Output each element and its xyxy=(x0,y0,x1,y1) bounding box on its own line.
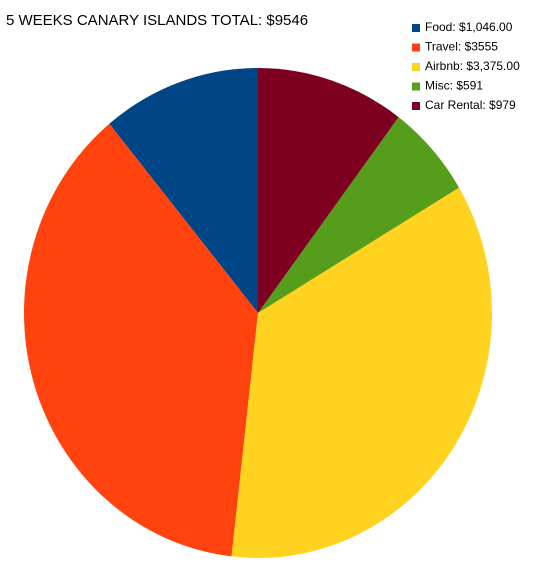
legend-swatch xyxy=(412,43,420,52)
pie-slice xyxy=(258,68,399,313)
legend-swatch xyxy=(412,82,420,91)
legend-label: Airbnb: $3,375.00 xyxy=(425,59,520,73)
legend-label: Car Rental: $979 xyxy=(425,98,516,112)
pie-slice xyxy=(24,123,259,557)
legend-swatch xyxy=(412,102,420,110)
legend-swatch xyxy=(412,24,420,32)
pie-slice xyxy=(231,187,492,559)
legend-label: Food: $1,046.00 xyxy=(425,20,513,34)
chart-title: 5 WEEKS CANARY ISLANDS TOTAL: $9546 xyxy=(6,12,308,29)
pie-slice xyxy=(109,68,258,313)
pie-slice xyxy=(258,117,460,313)
legend-label: Travel: $3555 xyxy=(425,40,498,54)
legend-label: Misc: $591 xyxy=(425,79,483,93)
legend-swatch xyxy=(412,63,420,71)
